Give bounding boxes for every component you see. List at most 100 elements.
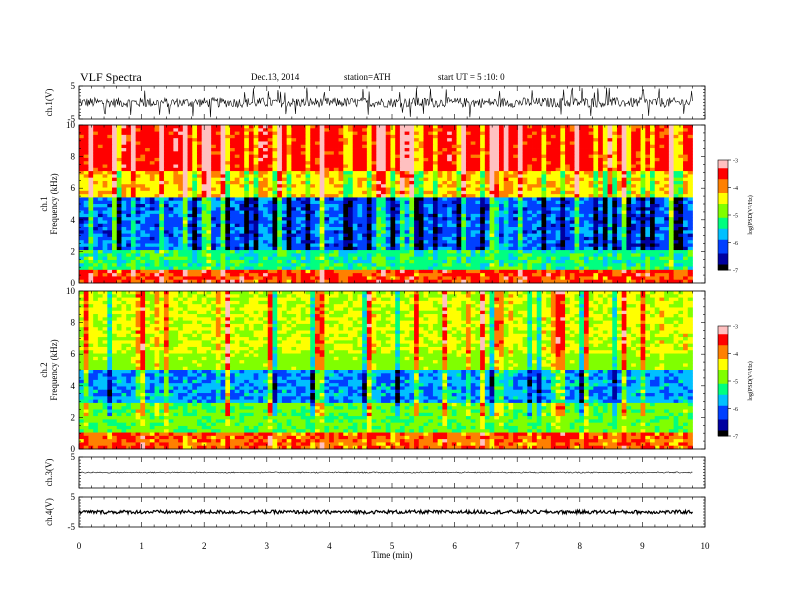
spectrogram-cell (352, 167, 358, 172)
spectrogram-cell (83, 154, 89, 159)
spectrogram-cell (574, 243, 580, 248)
spectrogram-cell (192, 167, 198, 172)
spectrogram-cell (687, 207, 693, 211)
spectrogram-cell (480, 138, 486, 142)
spectrogram-cell (140, 194, 146, 198)
spectrogram-cell (432, 197, 439, 202)
spectrogram-cell (550, 171, 557, 175)
spectrogram-cell (324, 164, 330, 169)
spectrogram-cell (494, 167, 500, 172)
spectrogram-cell (140, 177, 146, 182)
spectrogram-cell (338, 220, 344, 225)
spectrogram-cell (574, 194, 580, 198)
spectrogram-cell (376, 128, 382, 132)
spectrogram-cell (258, 240, 264, 244)
spectrogram-cell (621, 217, 627, 221)
spectrogram-cell (390, 177, 396, 182)
spectrogram-cell (314, 197, 321, 202)
spectrogram-cell (437, 180, 443, 185)
spectrogram-cell (234, 184, 240, 188)
spectrogram-cell (291, 187, 297, 192)
spectrogram-cell (423, 180, 429, 185)
spectrogram-cell (423, 217, 429, 221)
spectrogram-cell (399, 167, 406, 172)
spectrogram-cell (215, 207, 221, 211)
spectrogram-cell (447, 194, 453, 198)
spectrogram-cell (168, 227, 174, 231)
spectrogram-cell (196, 148, 203, 152)
spectrogram-cell (678, 164, 684, 169)
spectrogram-cell (399, 131, 406, 136)
spectrogram-cell (277, 171, 283, 175)
spectrogram-cell (159, 157, 165, 162)
spectrogram-cell (664, 125, 670, 129)
spectrogram-cell (272, 217, 278, 221)
spectrogram-cell (470, 240, 476, 244)
spectrogram-cell (555, 236, 561, 241)
spectrogram-cell (631, 148, 637, 152)
spectrogram-cell (447, 240, 453, 244)
spectrogram-cell (272, 157, 278, 162)
spectrogram-cell (263, 233, 269, 238)
spectrogram-cell (107, 134, 113, 139)
spectrogram-cell (550, 197, 557, 202)
spectrogram-cell (508, 233, 514, 238)
spectrogram-cell (258, 213, 264, 218)
spectrogram-cell (447, 233, 453, 238)
spectrogram-cell (296, 213, 302, 218)
spectrogram-cell (201, 194, 207, 198)
spectrogram-cell (607, 200, 613, 205)
spectrogram-cell (678, 207, 684, 211)
spectrogram-cell (616, 164, 623, 169)
spectrogram-cell (130, 243, 137, 248)
spectrogram-cell (635, 164, 641, 169)
spectrogram-cell (329, 141, 335, 146)
spectrogram-cell (687, 217, 693, 221)
spectrogram-cell (178, 164, 184, 169)
spectrogram-cell (347, 174, 354, 179)
spectrogram-cell (215, 220, 221, 225)
spectrogram-cell (499, 171, 505, 175)
spectrogram-cell (130, 207, 137, 211)
spectrogram-cell (88, 243, 94, 248)
spectrogram-cell (272, 210, 278, 215)
spectrogram-cell (447, 131, 453, 136)
spectrogram-cell (300, 223, 306, 228)
spectrogram-cell (357, 243, 363, 248)
spectrogram-cell (230, 154, 236, 159)
spectrogram-cell (494, 190, 500, 195)
spectrogram-cell (489, 171, 495, 175)
spectrogram-cell (211, 187, 217, 192)
spectrogram-cell (126, 236, 132, 241)
spectrogram-cell (192, 217, 198, 221)
spectrogram-cell (371, 187, 377, 192)
spectrogram-cell (329, 240, 335, 244)
spectrogram-cell (437, 233, 443, 238)
spectrogram-cell (102, 134, 108, 139)
spectrogram-cell (565, 227, 571, 231)
spectrogram-cell (687, 154, 693, 159)
spectrogram-cell (593, 125, 599, 129)
spectrogram-cell (130, 134, 137, 139)
spectrogram-cell (187, 204, 193, 208)
spectrogram-cell (201, 177, 207, 182)
spectrogram-cell (588, 161, 594, 165)
spectrogram-cell (499, 187, 505, 192)
spectrogram-cell (371, 151, 377, 156)
spectrogram-cell (88, 207, 94, 211)
spectrogram-cell (579, 204, 585, 208)
spectrogram-cell (310, 240, 316, 244)
spectrogram-cell (536, 194, 542, 198)
spectrogram-cell (112, 200, 118, 205)
spectrogram-cell (196, 144, 203, 149)
spectrogram-cell (343, 197, 349, 202)
spectrogram-cell (300, 207, 306, 211)
spectrogram-cell (130, 233, 137, 238)
spectrogram-cell (621, 154, 627, 159)
spectrogram-cell (102, 128, 108, 132)
spectrogram-cell (206, 125, 212, 129)
spectrogram-cell (107, 161, 113, 165)
spectrogram-cell (230, 243, 236, 248)
spectrogram-cell (267, 240, 273, 244)
spectrogram-cell (300, 240, 306, 244)
